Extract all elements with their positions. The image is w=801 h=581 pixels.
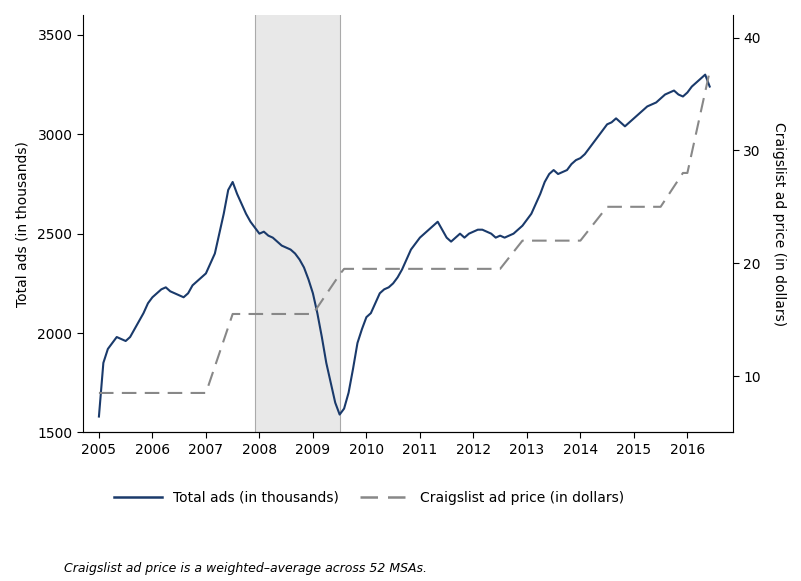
Y-axis label: Total ads (in thousands): Total ads (in thousands) [15, 141, 29, 307]
Bar [255, 15, 340, 432]
Legend: Total ads (in thousands), Craigslist ad price (in dollars): Total ads (in thousands), Craigslist ad … [108, 485, 630, 511]
Y-axis label: Craigslist ad price (in dollars): Craigslist ad price (in dollars) [772, 121, 786, 326]
Text: Craigslist ad price is a weighted–average across 52 MSAs.: Craigslist ad price is a weighted–averag… [64, 562, 427, 575]
